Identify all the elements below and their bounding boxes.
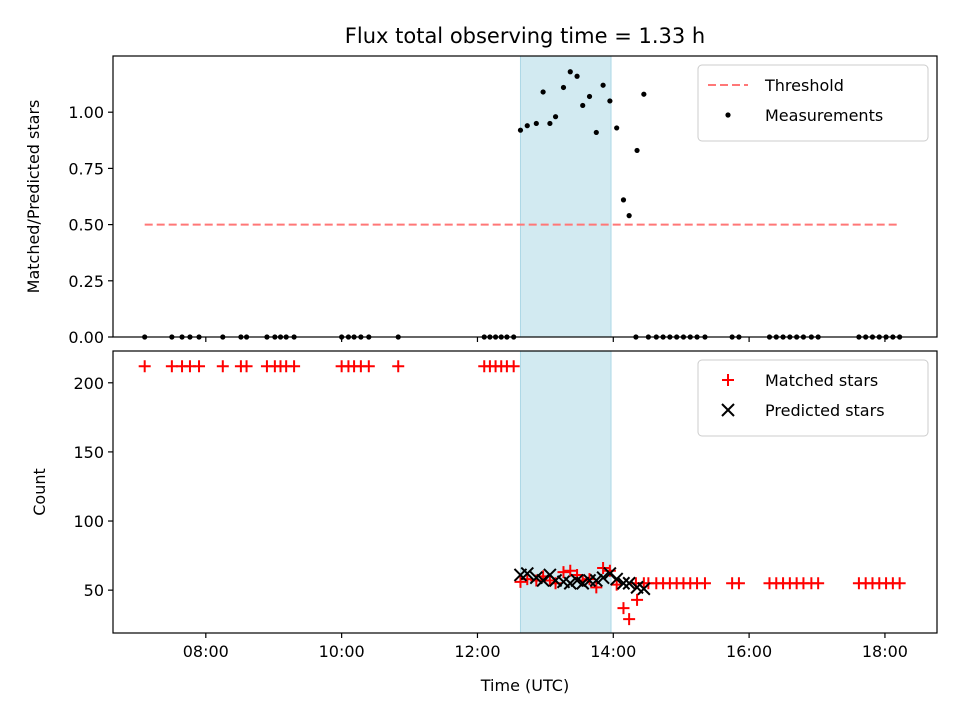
predicted-star-point bbox=[616, 576, 631, 590]
matched-star-point bbox=[514, 575, 527, 588]
measurement-point bbox=[517, 127, 524, 133]
legend-label: Measurements bbox=[765, 106, 883, 125]
measurement-point bbox=[626, 213, 632, 219]
y-tick-label: 100 bbox=[73, 512, 104, 531]
predicted-star-point bbox=[589, 573, 604, 588]
y-tick-label: 150 bbox=[73, 443, 104, 462]
predicted-star-point bbox=[637, 582, 651, 596]
predicted-star-point bbox=[609, 572, 624, 586]
matched-star-point bbox=[193, 360, 206, 373]
y-tick-label: 1.00 bbox=[68, 103, 104, 122]
measurement-point bbox=[580, 102, 586, 109]
measurement-point bbox=[574, 73, 580, 79]
y-tick-label: 50 bbox=[84, 581, 104, 600]
observing-span bbox=[519, 55, 612, 338]
legend-measurement-swatch bbox=[725, 112, 731, 118]
measurement-point bbox=[547, 120, 553, 127]
measurement-point bbox=[560, 84, 567, 91]
matched-star-point bbox=[392, 360, 405, 373]
axes-frame bbox=[112, 350, 938, 634]
measurement-point bbox=[567, 69, 573, 75]
predicted-star-point bbox=[596, 570, 610, 585]
matched-star-point bbox=[631, 593, 644, 606]
x-tick-label: 10:00 bbox=[319, 642, 365, 661]
legend-box bbox=[697, 64, 929, 142]
measurement-point bbox=[552, 114, 559, 120]
matched-star-point bbox=[240, 360, 253, 373]
series-matched-stars bbox=[138, 360, 906, 626]
measurement-point bbox=[586, 93, 593, 100]
legend-label: Threshold bbox=[764, 76, 844, 95]
measurement-point bbox=[524, 123, 530, 129]
y-tick-label: 0.00 bbox=[68, 328, 104, 347]
measurement-point bbox=[607, 98, 613, 104]
matched-star-point bbox=[557, 566, 570, 579]
matched-star-point bbox=[138, 360, 151, 373]
matched-star-point bbox=[216, 360, 229, 373]
legend-matched-swatch bbox=[722, 374, 734, 386]
chart-title: Flux total observing time = 1.33 h bbox=[345, 24, 705, 48]
y-tick-label: 0.50 bbox=[68, 216, 104, 235]
y-axis-label: Count bbox=[30, 468, 49, 516]
observing-span bbox=[519, 350, 612, 634]
y-tick-label: 200 bbox=[73, 374, 104, 393]
x-tick-label: 14:00 bbox=[590, 642, 636, 661]
matched-star-point bbox=[698, 577, 711, 590]
matched-star-point bbox=[543, 574, 556, 587]
axes-frame bbox=[112, 55, 938, 338]
measurement-point bbox=[593, 129, 599, 136]
x-axis-label: Time (UTC) bbox=[480, 676, 569, 695]
legend-predicted-swatch bbox=[721, 403, 735, 417]
predicted-star-point bbox=[576, 576, 590, 590]
predicted-star-point bbox=[563, 576, 577, 590]
y-tick-label: 0.75 bbox=[68, 159, 104, 178]
measurement-point bbox=[620, 197, 627, 203]
matched-star-point bbox=[732, 577, 745, 590]
star-count-panel: 08:00 10:00 12:00 14:00 16:00 18:00 50 100 150 20… bbox=[30, 350, 938, 661]
matched-star-point bbox=[165, 360, 178, 373]
matched-star-point bbox=[617, 602, 630, 615]
flux-ratio-panel: 0.00 0.25 0.50 0.75 1.00 Matched/Predicted st… bbox=[24, 55, 938, 347]
matched-star-point bbox=[362, 360, 375, 373]
measurement-point bbox=[533, 120, 539, 127]
matched-star-point bbox=[590, 581, 603, 594]
legend: Matched stars Predicted stars bbox=[697, 359, 929, 437]
x-tick-label: 18:00 bbox=[862, 642, 908, 661]
y-tick-label: 0.25 bbox=[68, 272, 104, 291]
legend: Threshold Measurements bbox=[697, 64, 929, 142]
legend-box bbox=[697, 359, 929, 437]
y-axis-label: Matched/Predicted stars bbox=[24, 100, 43, 294]
matched-star-point bbox=[623, 613, 636, 626]
x-tick-label: 12:00 bbox=[454, 642, 500, 661]
x-tick-label: 08:00 bbox=[183, 642, 229, 661]
matched-star-point bbox=[564, 564, 577, 577]
legend-label: Matched stars bbox=[765, 371, 878, 390]
matched-star-point bbox=[597, 562, 610, 575]
series-predicted-stars bbox=[513, 566, 651, 596]
measurement-point bbox=[614, 125, 620, 131]
predicted-star-point bbox=[622, 576, 636, 590]
matched-star-point bbox=[507, 360, 520, 373]
measurement-point bbox=[641, 91, 647, 97]
matched-star-point bbox=[893, 577, 906, 590]
x-tick-label: 16:00 bbox=[726, 642, 772, 661]
matched-star-point bbox=[812, 577, 825, 590]
predicted-star-point bbox=[520, 566, 534, 581]
matched-star-point bbox=[288, 360, 301, 373]
measurement-point bbox=[540, 89, 546, 95]
measurement-point bbox=[634, 147, 640, 154]
measurement-point bbox=[600, 82, 606, 88]
legend-label: Predicted stars bbox=[765, 401, 885, 420]
predicted-star-point bbox=[529, 570, 544, 585]
